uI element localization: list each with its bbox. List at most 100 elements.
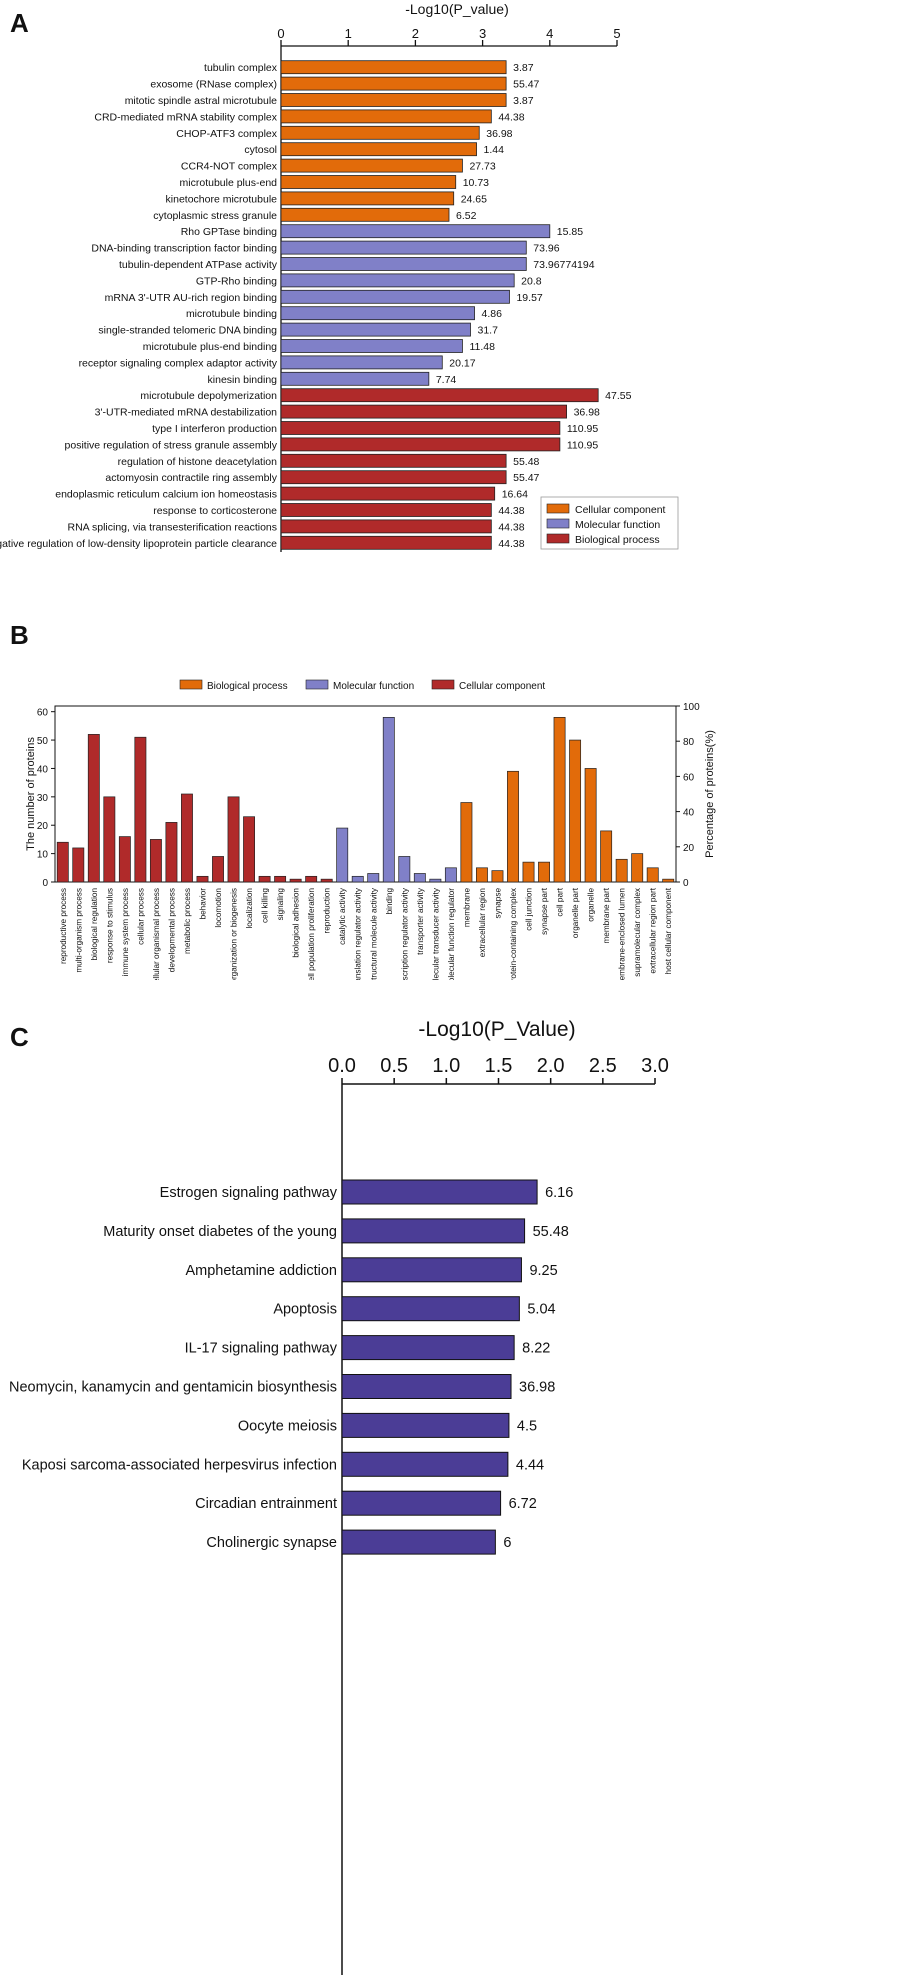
bar [553, 717, 566, 883]
x-tick-label: membrane-enclosed lumen [618, 888, 627, 980]
bar-label: Neomycin, kanamycin and gentamicin biosy… [9, 1380, 337, 1396]
x-tick-label: translation regulator activity [354, 887, 363, 980]
y-tick-label: 10 [37, 850, 49, 861]
bar-label: RNA splicing, via transesterification re… [67, 521, 277, 533]
bar-label: kinetochore microtubule [166, 193, 278, 205]
bar-value-label: 7.74 [436, 374, 457, 386]
bar-value-label: 55.47 [513, 79, 539, 91]
bar [367, 873, 380, 883]
legend-swatch [546, 503, 570, 514]
bar [258, 875, 271, 883]
bar-label: GTP-Rho binding [196, 275, 277, 287]
bar [103, 796, 116, 883]
bar [280, 503, 492, 517]
bar [584, 768, 597, 883]
bar-value-label: 27.73 [469, 161, 495, 173]
bar-value-label: 44.38 [498, 538, 524, 550]
bar [475, 867, 488, 883]
bar [212, 856, 224, 883]
x-axis-label: -Log10(P_value) [405, 1, 509, 17]
bar-value-label: 6.16 [545, 1185, 573, 1201]
bar-value-label: 55.48 [513, 456, 539, 468]
bar-label: CRD-mediated mRNA stability complex [94, 111, 277, 123]
x-tick-label: 1.0 [432, 1055, 460, 1077]
bar-label: regulation of histone deacetylation [118, 456, 278, 468]
bar [280, 60, 507, 75]
x-tick-label: cell killing [261, 888, 270, 923]
bar-label: DNA-binding transcription factor binding [91, 243, 277, 255]
bar-value-label: 4.44 [516, 1457, 544, 1473]
bar-label: Circadian entrainment [195, 1496, 337, 1512]
bar [280, 470, 507, 485]
bar [444, 867, 457, 883]
bar [341, 1179, 538, 1205]
bar [662, 878, 675, 883]
x-tick-label: 0 [277, 26, 284, 41]
y-right-tick-label: 100 [683, 702, 700, 713]
x-tick-label: developmental process [167, 888, 176, 972]
x-tick-label: 1 [345, 26, 352, 41]
bar [196, 875, 209, 883]
bar [382, 717, 395, 883]
x-tick-label: metabolic process [183, 888, 192, 954]
bar [413, 873, 426, 883]
bar [280, 257, 527, 271]
x-tick-label: cell population proliferation [307, 888, 316, 980]
bar [280, 240, 527, 255]
bar-label: mRNA 3'-UTR AU-rich region binding [105, 292, 278, 304]
bar-label: microtubule depolymerization [140, 390, 277, 402]
x-tick-label: immune system process [121, 888, 130, 976]
bar-label: receptor signaling complex adaptor activ… [79, 357, 278, 369]
legend-swatch [431, 679, 455, 690]
bar-label: type I interferon production [152, 423, 277, 435]
y-tick-label: 20 [37, 821, 49, 832]
bar [165, 822, 178, 883]
y-tick-label: 40 [37, 764, 49, 775]
bar [280, 224, 551, 239]
bar-value-label: 16.64 [502, 489, 528, 501]
y-right-tick-label: 80 [683, 737, 695, 748]
x-tick-label: organelle [587, 888, 596, 922]
y-tick-label: 50 [37, 736, 49, 747]
panel-a-letter: A [10, 8, 29, 38]
x-tick-label: extracellular region part [649, 887, 658, 973]
bar [280, 421, 561, 435]
x-tick-label: 2.5 [589, 1055, 617, 1077]
bar-value-label: 36.98 [574, 407, 600, 419]
y-right-tick-label: 20 [683, 843, 695, 854]
legend-swatch [179, 679, 203, 690]
bar [280, 437, 561, 452]
bar [280, 486, 496, 501]
x-tick-label: 4 [546, 26, 553, 41]
bar [280, 76, 507, 91]
bar-value-label: 6.52 [456, 210, 477, 222]
bar-value-label: 5.04 [527, 1302, 555, 1318]
bar [289, 878, 302, 883]
chart-a: -Log10(P_value) 0 1 2 3 4 5 tubulin complex 3.87… [0, 1, 679, 552]
bar-value-label: 73.96 [533, 243, 559, 255]
bar-value-label: 20.17 [449, 357, 475, 369]
bar [280, 371, 430, 386]
bar-label: actomyosin contractile ring assembly [105, 472, 277, 484]
bar [280, 535, 492, 550]
bar-label: microtubule binding [186, 308, 277, 320]
bar [280, 158, 463, 173]
bar [320, 878, 333, 883]
bar [72, 847, 85, 883]
bar [280, 93, 507, 107]
bar [280, 306, 475, 321]
bar [181, 793, 193, 883]
bar [341, 1257, 522, 1283]
x-tick-label: 0.5 [380, 1055, 408, 1077]
x-tick-label: 3 [479, 26, 486, 41]
bar [615, 858, 628, 883]
legend-entry: Molecular function [333, 681, 414, 692]
x-tick-label: organelle part [571, 887, 580, 938]
legend-entry: Cellular component [575, 504, 666, 516]
bar-value-label: 110.95 [567, 423, 598, 435]
x-tick-label: membrane part [602, 887, 611, 943]
bar-label: kinesin binding [208, 374, 278, 386]
bar [600, 830, 613, 883]
bar [280, 273, 515, 288]
bar-value-label: 10.73 [463, 177, 489, 189]
